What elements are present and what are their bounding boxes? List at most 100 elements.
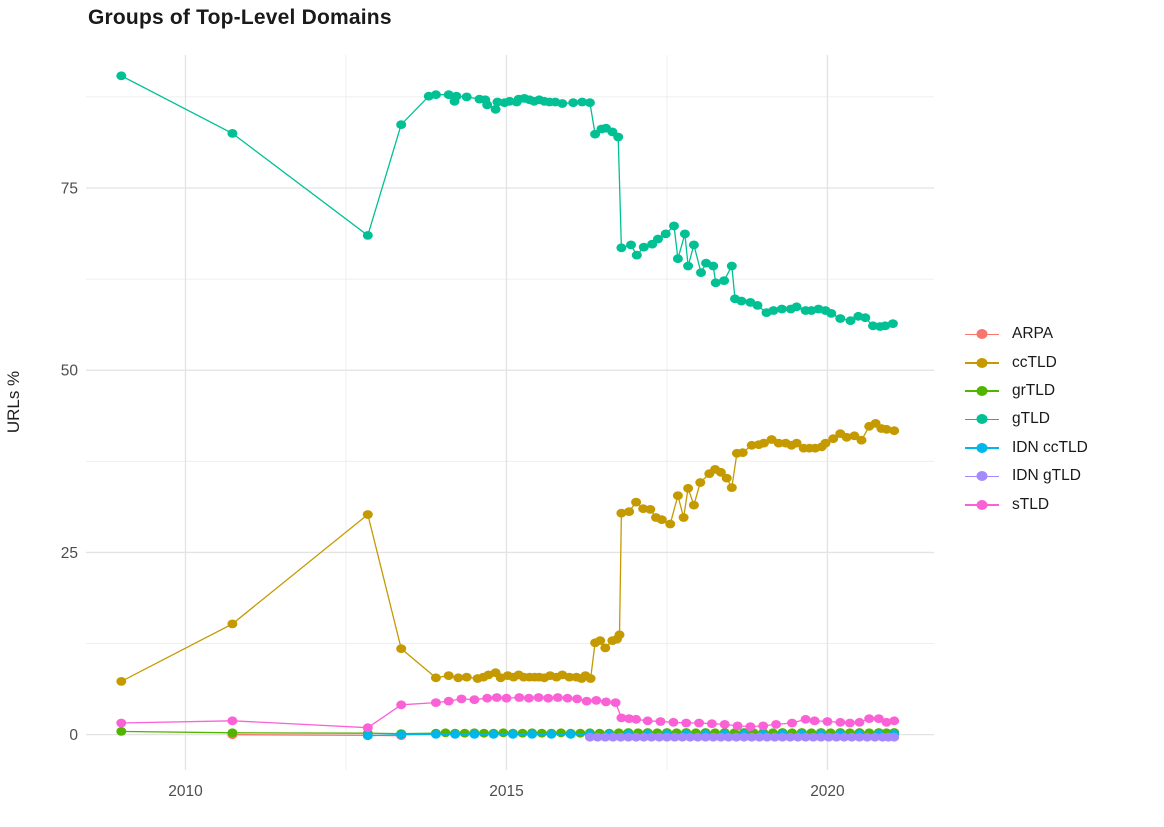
data-point-gtld (590, 129, 601, 139)
data-point-stld (732, 721, 743, 731)
data-point-cctld (683, 483, 694, 493)
data-point-stld (610, 698, 621, 707)
data-point-gtld (577, 97, 588, 107)
legend-label: ccTLD (1012, 353, 1057, 371)
data-point-cctld (116, 677, 127, 686)
legend-key-icon (963, 412, 1001, 426)
data-point-cctld (665, 519, 676, 529)
data-point-gtld (557, 99, 568, 108)
data-point-idn-cctld (450, 729, 461, 739)
data-point-stld (881, 717, 892, 727)
data-point-stld (362, 723, 373, 733)
data-point-stld (501, 693, 512, 703)
legend-item-idn-cctld: IDN ccTLD (963, 434, 1088, 462)
data-point-grtld (575, 728, 586, 738)
data-point-stld (745, 722, 756, 731)
data-point-stld (844, 718, 855, 728)
data-point-gtld (430, 90, 441, 100)
data-point-idn-gtld (808, 732, 819, 742)
data-point-cctld (227, 619, 238, 629)
data-point-idn-gtld (846, 732, 857, 742)
legend-label: ARPA (1012, 325, 1054, 343)
data-point-gtld (688, 240, 699, 250)
data-point-stld (800, 714, 811, 724)
data-point-stld (835, 717, 846, 727)
data-point-stld (642, 716, 653, 726)
data-point-gtld (791, 302, 802, 312)
legend-key-icon (963, 441, 1001, 455)
data-point-gtld (616, 243, 627, 253)
data-point-gtld (116, 71, 127, 81)
data-point-stld (873, 714, 884, 723)
data-point-cctld (430, 673, 441, 683)
data-point-idn-cctld (546, 729, 557, 739)
legend-key-icon (963, 498, 1001, 512)
data-point-cctld (828, 434, 839, 444)
data-point-idn-gtld (600, 732, 611, 742)
data-point-gtld (660, 229, 671, 239)
data-point-gtld (626, 240, 636, 250)
data-point-stld (771, 720, 782, 729)
data-point-idn-gtld (889, 732, 900, 742)
legend-item-cctld: ccTLD (963, 348, 1088, 376)
data-point-stld (601, 697, 611, 707)
data-point-gtld (860, 313, 871, 323)
data-point-idn-gtld (831, 732, 842, 742)
data-point-idn-gtld (769, 732, 780, 742)
data-point-idn-gtld (739, 732, 749, 742)
data-point-idn-gtld (708, 732, 719, 742)
data-point-stld (581, 696, 592, 706)
data-point-gtld (835, 314, 846, 323)
legend-label: IDN gTLD (1012, 467, 1081, 485)
data-point-grtld (479, 728, 489, 738)
data-point-idn-gtld (746, 732, 757, 742)
data-point-stld (396, 700, 407, 710)
data-point-stld (591, 696, 602, 705)
data-point-stld (533, 693, 544, 702)
legend-item-idn-gtld: IDN gTLD (963, 462, 1088, 490)
x-tick-label: 2020 (810, 783, 845, 800)
data-point-grtld (556, 728, 566, 738)
data-point-cctld (881, 424, 892, 434)
data-point-idn-gtld (854, 732, 865, 742)
data-point-idn-gtld (731, 732, 742, 742)
data-point-cctld (856, 435, 867, 445)
data-point-idn-cctld (396, 730, 407, 740)
data-point-idn-gtld (692, 732, 703, 742)
data-point-gtld (826, 309, 837, 318)
data-point-cctld (614, 630, 625, 640)
y-tick-label: 50 (61, 363, 79, 380)
data-point-cctld (715, 467, 726, 477)
data-point-idn-gtld (623, 732, 634, 742)
data-point-idn-gtld (754, 732, 765, 742)
data-point-cctld (631, 497, 642, 507)
data-point-cctld (758, 438, 769, 448)
data-point-idn-cctld (469, 729, 480, 739)
data-point-cctld (656, 515, 667, 524)
legend-key-icon (963, 384, 1001, 398)
legend-item-gtld: gTLD (963, 405, 1088, 433)
data-point-idn-gtld (592, 732, 603, 742)
data-point-gtld (887, 319, 898, 328)
data-point-gtld (776, 304, 787, 314)
data-point-stld (116, 718, 127, 728)
data-point-stld (854, 717, 865, 727)
data-point-cctld (396, 644, 407, 653)
data-point-idn-gtld (800, 732, 811, 742)
data-point-gtld (362, 231, 373, 240)
data-point-idn-gtld (715, 732, 726, 742)
data-point-stld (719, 720, 730, 729)
data-point-gtld (696, 268, 706, 277)
data-point-gtld (669, 221, 679, 231)
data-point-stld (543, 693, 554, 703)
data-point-cctld (678, 513, 689, 522)
data-point-cctld (889, 426, 900, 436)
data-point-gtld (679, 229, 690, 239)
data-point-grtld (517, 728, 528, 738)
y-tick-label: 0 (69, 727, 78, 744)
data-point-idn-cctld (362, 731, 373, 741)
data-point-gtld (490, 104, 501, 114)
data-point-idn-gtld (723, 732, 734, 742)
data-point-stld (616, 713, 627, 723)
